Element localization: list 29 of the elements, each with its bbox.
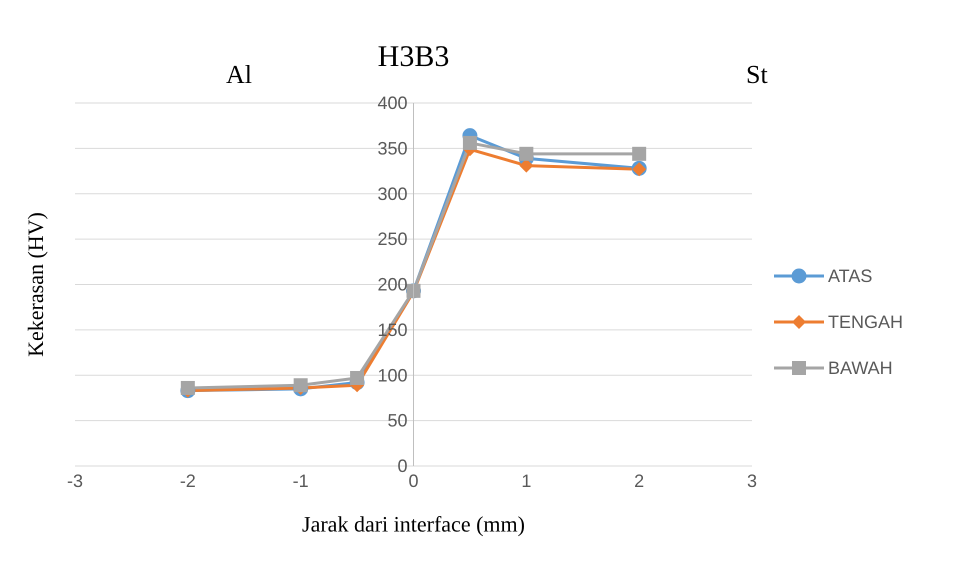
legend-label: TENGAH	[828, 312, 904, 332]
legend-label: BAWAH	[828, 358, 893, 378]
point	[519, 146, 534, 161]
text: Al	[226, 60, 252, 90]
x-tick-label: -2	[180, 470, 196, 491]
x-tick-label: -3	[66, 470, 84, 491]
point	[350, 370, 364, 385]
chart-title: H3B3	[378, 40, 450, 73]
y-tick-label: 350	[377, 138, 408, 158]
point	[294, 378, 308, 392]
legend-label: ATAS	[828, 266, 872, 286]
y-tick-label: 250	[377, 229, 408, 250]
x-tick-label: 3	[746, 470, 758, 491]
point	[462, 136, 477, 150]
y-tick-label: 200	[377, 274, 408, 294]
text: St	[746, 60, 768, 90]
x-tick-label: -1	[292, 470, 309, 491]
y-tick-label: 300	[377, 184, 408, 204]
point	[180, 380, 195, 395]
y-tick-label: 100	[377, 365, 408, 386]
x-tick-label: 1	[521, 470, 532, 491]
point	[519, 158, 534, 173]
y-axis-title: Kekerasan (HV)	[22, 212, 48, 357]
x-tick-label: 2	[634, 470, 644, 491]
y-tick-label: 50	[387, 410, 408, 431]
x-axis-title: Jarak dari interface (mm)	[302, 512, 525, 537]
y-tick-label: 400	[377, 93, 408, 113]
y-tick-label: 0	[397, 456, 408, 476]
point	[632, 146, 646, 161]
